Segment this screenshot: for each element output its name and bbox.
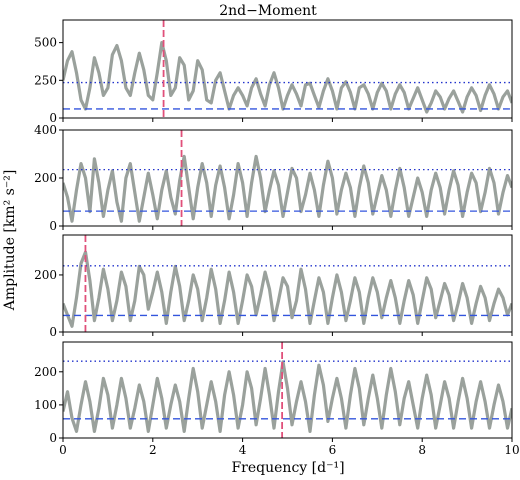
panel-frame — [62, 234, 513, 333]
y-tick-label: 100 — [34, 398, 57, 412]
x-tick-label: 2 — [149, 443, 157, 457]
x-tick-label: 10 — [504, 443, 519, 457]
y-tick-label: 0 — [49, 325, 57, 339]
y-tick-label: 0 — [49, 219, 57, 233]
panel-frame — [62, 19, 513, 119]
panel-3: 0 200 — [34, 234, 513, 339]
y-tick-label: 200 — [34, 365, 57, 379]
periodogram-line — [63, 250, 512, 328]
y-tick-label: 200 — [34, 268, 57, 282]
panel-1: 0 250 500 — [34, 19, 513, 125]
x-tick-label: 8 — [418, 443, 426, 457]
chart-title: 2nd−Moment — [219, 3, 317, 19]
y-axis-label: Amplitude [km² s⁻²] — [2, 170, 18, 312]
y-tick-label: 0 — [49, 431, 57, 445]
y-tick-label: 0 — [49, 111, 57, 125]
y-tick-label: 200 — [34, 171, 57, 185]
x-tick-label: 6 — [329, 443, 337, 457]
x-axis-label: Frequency [d⁻¹] — [231, 460, 344, 476]
x-tick-label: 0 — [59, 443, 67, 457]
periodogram-line — [63, 360, 512, 433]
periodogram-line — [63, 154, 512, 223]
x-tick-label: 4 — [239, 443, 247, 457]
y-tick-label: 250 — [34, 73, 57, 87]
periodogram-line — [63, 41, 512, 114]
y-tick-label: 400 — [34, 123, 57, 137]
panel-2: 0 200 400 — [34, 123, 513, 233]
panel-frame — [62, 341, 513, 439]
y-tick-label: 500 — [34, 36, 57, 50]
